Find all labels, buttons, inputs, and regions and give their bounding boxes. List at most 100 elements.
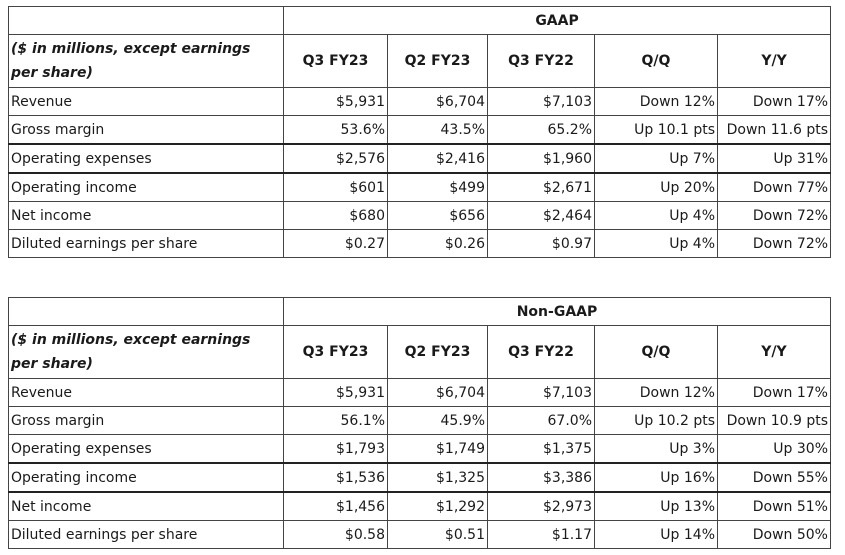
row-label: Operating income: [8, 462, 284, 493]
row-label: Operating income: [8, 172, 284, 202]
table-cell: $680: [283, 201, 388, 230]
table-row: Operating expenses $2,576 $2,416 $1,960 …: [8, 143, 832, 174]
table-cell: $5,931: [283, 87, 388, 116]
gaap-col-header: Q3 FY22: [487, 34, 595, 88]
table-cell: Up 20%: [594, 172, 718, 202]
table-cell: Up 31%: [716, 143, 832, 174]
table-cell: $499: [387, 172, 488, 202]
table-cell: $3,386: [487, 462, 595, 493]
table-cell: $1,375: [487, 434, 595, 464]
table-cell: 56.1%: [283, 406, 388, 435]
table-cell: $7,103: [487, 87, 595, 116]
table-cell: $0.26: [387, 229, 488, 258]
row-label: Diluted earnings per share: [8, 229, 284, 258]
table-cell: 53.6%: [283, 115, 388, 145]
non-gaap-col-header: Y/Y: [717, 325, 831, 379]
table-row: Diluted earnings per share $0.58 $0.51 $…: [8, 520, 831, 549]
table-cell: Down 17%: [716, 87, 832, 116]
table-cell: $0.58: [283, 520, 388, 549]
table-cell: Up 4%: [594, 229, 718, 258]
table-row: Revenue $5,931 $6,704 $7,103 Down 12% Do…: [8, 378, 831, 407]
table-row: Revenue $5,931 $6,704 $7,103 Down 12% Do…: [8, 87, 832, 116]
row-label: Net income: [8, 201, 284, 230]
table-cell: Down 50%: [717, 520, 831, 549]
table-cell: $1,960: [487, 143, 595, 174]
non-gaap-unit-label: ($ in millions, except earnings per shar…: [8, 325, 284, 379]
table-row: Gross margin 56.1% 45.9% 67.0% Up 10.2 p…: [8, 406, 831, 435]
row-label: Operating expenses: [8, 434, 284, 464]
table-cell: $5,931: [283, 378, 388, 407]
table-cell: $0.51: [387, 520, 488, 549]
table-cell: $1,793: [283, 434, 388, 464]
table-cell: 43.5%: [387, 115, 488, 145]
table-cell: 67.0%: [487, 406, 595, 435]
table-row: Net income $680 $656 $2,464 Up 4% Down 7…: [8, 201, 832, 230]
table-cell: 45.9%: [387, 406, 488, 435]
table-row: Operating income $1,536 $1,325 $3,386 Up…: [8, 462, 831, 493]
table-cell: $1,292: [387, 491, 488, 521]
non-gaap-col-header: Q2 FY23: [387, 325, 488, 379]
table-cell: Up 7%: [594, 143, 718, 174]
row-label: Revenue: [8, 87, 284, 116]
table-cell: Down 51%: [717, 491, 831, 521]
table-cell: $1,456: [283, 491, 388, 521]
table-cell: Up 30%: [717, 434, 831, 464]
non-gaap-table: Non-GAAP ($ in millions, except earnings…: [8, 297, 831, 549]
table-cell: $1,536: [283, 462, 388, 493]
table-cell: Down 17%: [717, 378, 831, 407]
table-cell: Up 3%: [594, 434, 718, 464]
table-cell: Up 13%: [594, 491, 718, 521]
gaap-col-header: Q2 FY23: [387, 34, 488, 88]
row-label: Revenue: [8, 378, 284, 407]
table-cell: $0.27: [283, 229, 388, 258]
table-row: Operating expenses $1,793 $1,749 $1,375 …: [8, 434, 831, 464]
table-cell: $2,416: [387, 143, 488, 174]
table-cell: Down 72%: [716, 229, 832, 258]
row-label: Gross margin: [8, 115, 284, 145]
non-gaap-col-header: Q3 FY23: [283, 325, 388, 379]
table-cell: $2,671: [487, 172, 595, 202]
table-cell: $7,103: [487, 378, 595, 407]
table-cell: Down 10.9 pts: [717, 406, 831, 435]
table-cell: $6,704: [387, 378, 488, 407]
table-cell: Up 10.2 pts: [594, 406, 718, 435]
non-gaap-col-header: Q3 FY22: [487, 325, 595, 379]
non-gaap-title: Non-GAAP: [283, 297, 831, 326]
gaap-col-header: Y/Y: [716, 34, 832, 88]
row-label: Net income: [8, 491, 284, 521]
table-cell: $656: [387, 201, 488, 230]
gaap-col-header: Q/Q: [594, 34, 718, 88]
table-row: Gross margin 53.6% 43.5% 65.2% Up 10.1 p…: [8, 115, 832, 145]
table-cell: Up 14%: [594, 520, 718, 549]
table-cell: $2,576: [283, 143, 388, 174]
table-cell: Down 55%: [717, 462, 831, 493]
table-cell: $0.97: [487, 229, 595, 258]
non-gaap-col-header: Q/Q: [594, 325, 718, 379]
table-cell: 65.2%: [487, 115, 595, 145]
row-label: Diluted earnings per share: [8, 520, 284, 549]
table-cell: $2,464: [487, 201, 595, 230]
table-cell: Down 11.6 pts: [716, 115, 832, 145]
table-cell: Down 12%: [594, 378, 718, 407]
table-cell: Up 4%: [594, 201, 718, 230]
table-cell: Up 16%: [594, 462, 718, 493]
table-cell: $1,749: [387, 434, 488, 464]
table-row: Net income $1,456 $1,292 $2,973 Up 13% D…: [8, 491, 831, 521]
gaap-col-header: Q3 FY23: [283, 34, 388, 88]
table-cell: $6,704: [387, 87, 488, 116]
table-cell: $2,973: [487, 491, 595, 521]
table-cell: $1,325: [387, 462, 488, 493]
table-row: Operating income $601 $499 $2,671 Up 20%…: [8, 172, 832, 202]
gaap-title: GAAP: [282, 6, 832, 35]
table-cell: $601: [283, 172, 388, 202]
table-cell: Down 77%: [716, 172, 832, 202]
table-row: Diluted earnings per share $0.27 $0.26 $…: [8, 229, 832, 258]
gaap-unit-label: ($ in millions, except earnings per shar…: [8, 34, 284, 88]
row-label: Gross margin: [8, 406, 284, 435]
table-cell: Down 72%: [716, 201, 832, 230]
gaap-table: GAAP ($ in millions, except earnings per…: [8, 6, 832, 258]
table-cell: Up 10.1 pts: [594, 115, 718, 145]
table-cell: $1.17: [487, 520, 595, 549]
row-label: Operating expenses: [8, 143, 284, 174]
table-cell: Down 12%: [594, 87, 718, 116]
